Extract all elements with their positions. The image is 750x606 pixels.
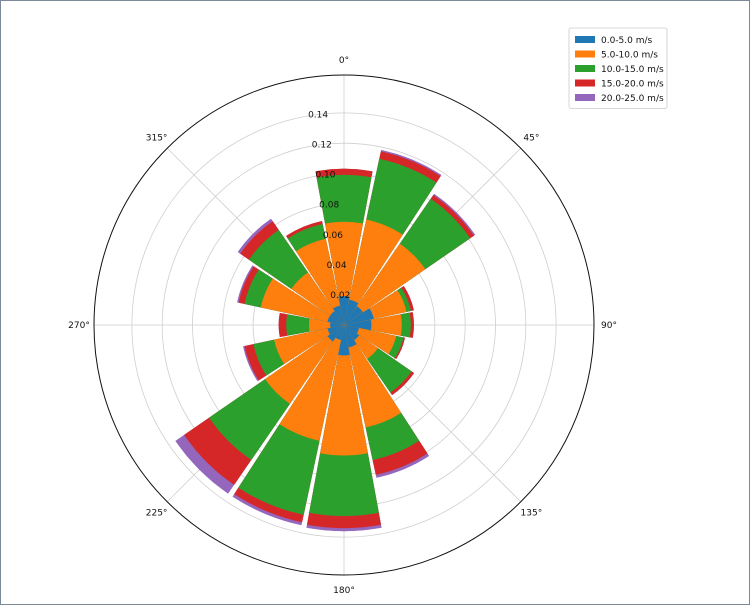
radial-tick-labels: 0.02 0.04 0.06 0.08 0.10 0.12 0.14 [308, 111, 350, 301]
windrose-bar [279, 324, 345, 441]
direction-label: 315° [146, 134, 168, 144]
legend-swatch [575, 36, 595, 43]
polar-outer-circle [93, 74, 595, 576]
radial-tick-label: 0.14 [308, 111, 328, 121]
radial-tick-label: 0.08 [319, 201, 339, 211]
windrose-bar [329, 310, 345, 326]
radial-tick-label: 0.04 [327, 261, 347, 271]
windrose-bar [343, 299, 359, 326]
direction-label: 135° [521, 508, 543, 518]
direction-label: 90° [601, 321, 617, 331]
radial-tick-label: 0.10 [315, 171, 335, 181]
polar-frame [93, 74, 595, 576]
windrose-bar [327, 324, 345, 335]
windrose-bar [338, 296, 350, 326]
legend-label: 0.0-5.0 m/s [601, 36, 653, 46]
legend-swatch [575, 65, 595, 72]
direction-labels: 0° 45° 90° 135° 180° 225° 270° 315° [68, 56, 617, 596]
legend-swatch [575, 94, 595, 101]
windrose-bar [295, 238, 345, 326]
windrose-bar [327, 324, 345, 342]
direction-label: 180° [333, 586, 355, 596]
windrose-bars [175, 149, 476, 532]
direction-label: 270° [68, 321, 90, 331]
legend-box [568, 27, 668, 109]
windrose-bar [274, 324, 345, 365]
windrose-bar [343, 324, 360, 334]
windrose-bar [343, 243, 426, 326]
legend-label: 10.0-15.0 m/s [601, 65, 664, 75]
windrose-bar [343, 306, 363, 326]
legend-label: 20.0-25.0 m/s [601, 94, 664, 104]
legend-label: 15.0-20.0 m/s [601, 80, 664, 90]
windrose-bar [333, 305, 345, 326]
windrose-bar [343, 219, 403, 326]
windrose-bar [330, 322, 345, 328]
radial-tick-label: 0.02 [330, 291, 350, 301]
windrose-bar [343, 319, 372, 331]
radial-tick-label: 0.12 [312, 141, 332, 151]
windrose-bar [343, 314, 402, 336]
legend-label: 5.0-10.0 m/s [601, 51, 658, 61]
windrose-bar [260, 278, 345, 326]
windrose-bar [343, 308, 374, 326]
windrose-bar [335, 324, 345, 341]
windrose-bar [338, 324, 350, 356]
legend-swatch [575, 50, 595, 58]
windrose-bar [343, 324, 402, 428]
direction-label: 0° [339, 56, 349, 66]
windrose-bar [327, 315, 345, 326]
direction-label: 45° [523, 134, 539, 144]
windrose-bar [320, 324, 368, 456]
windrose-bar [265, 324, 345, 404]
legend: 0.0-5.0 m/s 5.0-10.0 m/s 10.0-15.0 m/s 15.0… [568, 27, 668, 109]
windrose-bar [291, 272, 345, 326]
legend-swatch [575, 79, 595, 87]
radial-tick-label: 0.06 [323, 231, 343, 241]
windrose-bar [343, 324, 360, 341]
direction-label: 225° [146, 508, 168, 518]
windrose-bar [325, 221, 363, 326]
windrose-bar [308, 318, 345, 332]
windrose-bar [343, 324, 357, 348]
